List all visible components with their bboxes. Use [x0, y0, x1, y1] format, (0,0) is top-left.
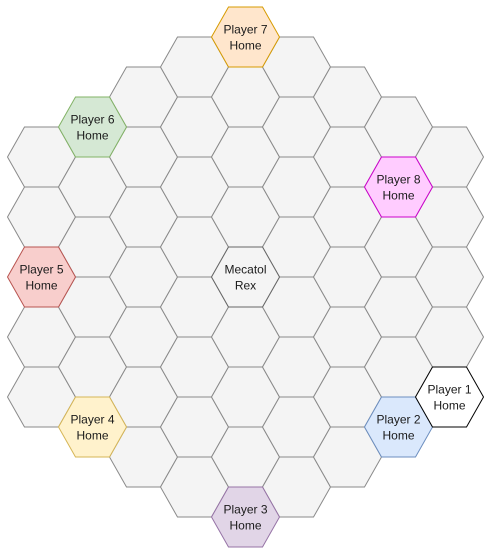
player-8-home-label-line: Player 8 — [376, 173, 420, 187]
player-7-home-label: Player 7 Home — [223, 23, 267, 53]
player-5-home-hex — [6, 246, 77, 308]
player-1-home-label-line: Home — [433, 399, 465, 413]
player-6-home-label-line: Home — [76, 129, 108, 143]
player-6-home-label-line: Player 6 — [70, 113, 114, 127]
player-2-home-label-line: Player 2 — [376, 413, 420, 427]
player-3-home-tile: Player 3 Home — [210, 486, 281, 548]
player-4-home-label-line: Home — [76, 429, 108, 443]
player-4-home-hex — [57, 396, 128, 458]
player-4-home-label: Player 4 Home — [70, 413, 114, 443]
player-5-home-label-line: Player 5 — [19, 263, 63, 277]
player-8-home-label-line: Home — [382, 189, 414, 203]
player-2-home-label-line: Home — [382, 429, 414, 443]
player-6-home-hex — [57, 96, 128, 158]
player-5-home-tile: Player 5 Home — [6, 246, 77, 308]
player-4-home-label-line: Player 4 — [70, 413, 114, 427]
player-5-home-label-line: Home — [25, 279, 57, 293]
mecatol-rex-label-line: Mecatol — [224, 263, 266, 277]
mecatol-rex-hex — [210, 246, 281, 308]
player-3-home-label: Player 3 Home — [223, 503, 267, 533]
player-4-home-tile: Player 4 Home — [57, 396, 128, 458]
player-1-home-label-line: Player 1 — [427, 383, 471, 397]
player-1-home-hex — [414, 366, 485, 428]
player-8-home-label: Player 8 Home — [376, 173, 420, 203]
player-3-home-label-line: Player 3 — [223, 503, 267, 517]
player-7-home-hex — [210, 6, 281, 68]
player-7-home-label-line: Home — [229, 39, 261, 53]
player-7-home-label-line: Player 7 — [223, 23, 267, 37]
player-3-home-label-line: Home — [229, 519, 261, 533]
mecatol-rex-label: Mecatol Rex — [224, 263, 266, 293]
player-6-home-tile: Player 6 Home — [57, 96, 128, 158]
player-2-home-tile: Player 2 Home — [363, 396, 434, 458]
mecatol-rex-tile: Mecatol Rex — [210, 246, 281, 308]
mecatol-rex-label-line: Rex — [235, 279, 256, 293]
player-8-home-tile: Player 8 Home — [363, 156, 434, 218]
player-3-home-hex — [210, 486, 281, 548]
player-6-home-label: Player 6 Home — [70, 113, 114, 143]
player-2-home-label: Player 2 Home — [376, 413, 420, 443]
player-1-home-label: Player 1 Home — [427, 383, 471, 413]
player-7-home-tile: Player 7 Home — [210, 6, 281, 68]
player-1-home-tile: Player 1 Home — [414, 366, 485, 428]
player-8-home-hex — [363, 156, 434, 218]
player-5-home-label: Player 5 Home — [19, 263, 63, 293]
